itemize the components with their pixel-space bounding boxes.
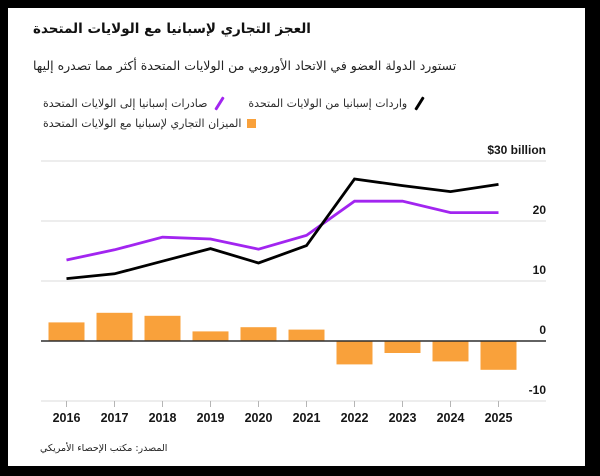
year-label-2016: 2016 — [53, 411, 81, 425]
line-exports — [66, 199, 499, 262]
bar-2021 — [288, 329, 325, 341]
exports-line-marker-icon — [213, 96, 226, 111]
trade-chart-svg: 2016 2017 2018 2019 2020 2021 2022 2023 2024 2025… — [41, 143, 547, 425]
year-label-2022: 2022 — [341, 411, 369, 425]
chart-subtitle: تستورد الدولة العضو في الاتحاد الأوروبي … — [33, 58, 457, 73]
chart-content: العجز التجاري لإسبانيا مع الولايات المتح… — [8, 8, 585, 466]
source-note: المصدر: مكتب الإحصاء الأمريكي — [40, 443, 168, 454]
year-label-2025: 2025 — [485, 411, 513, 425]
bar-2017 — [96, 312, 133, 341]
year-label-2020: 2020 — [245, 411, 273, 425]
legend-item-balance: الميزان التجاري لإسبانيا مع الولايات الم… — [43, 117, 257, 130]
year-label-2018: 2018 — [149, 411, 177, 425]
legend-row-lines: واردات إسبانيا من الولايات المتحدة صادرا… — [43, 95, 426, 112]
year-label-2017: 2017 — [101, 411, 129, 425]
bar-2024 — [432, 341, 469, 362]
year-label-2023: 2023 — [389, 411, 417, 425]
bar-2022 — [336, 341, 373, 365]
year-label-2021: 2021 — [293, 411, 321, 425]
bar-2019 — [192, 331, 229, 341]
imports-line-marker-icon — [413, 96, 426, 111]
legend-item-exports: صادرات إسبانيا إلى الولايات المتحدة — [43, 96, 226, 111]
legend-label-exports: صادرات إسبانيا إلى الولايات المتحدة — [43, 97, 208, 110]
balance-square-marker-icon — [247, 119, 257, 128]
chart-title: العجز التجاري لإسبانيا مع الولايات المتح… — [33, 21, 311, 37]
y-axis-label-10: 10 — [533, 263, 547, 277]
y-axis-label-20: 20 — [533, 203, 547, 217]
legend-item-imports: واردات إسبانيا من الولايات المتحدة — [248, 96, 426, 111]
legend-label-imports: واردات إسبانيا من الولايات المتحدة — [248, 97, 408, 110]
bar-2018 — [144, 315, 181, 341]
year-label-2024: 2024 — [437, 411, 465, 425]
y-axis-label-30: $30 billion — [487, 143, 546, 157]
bar-2023 — [384, 341, 421, 353]
legend: واردات إسبانيا من الولايات المتحدة صادرا… — [43, 95, 426, 135]
y-axis-label-0: 0 — [539, 323, 546, 337]
y-axis-label--10: -10 — [529, 383, 547, 397]
bar-2025 — [480, 341, 517, 370]
line-imports — [66, 177, 499, 280]
bar-2016 — [48, 322, 85, 341]
legend-label-balance: الميزان التجاري لإسبانيا مع الولايات الم… — [43, 117, 242, 130]
legend-row-balance: الميزان التجاري لإسبانيا مع الولايات الم… — [43, 115, 257, 132]
year-label-2019: 2019 — [197, 411, 225, 425]
bar-2020 — [240, 327, 277, 341]
